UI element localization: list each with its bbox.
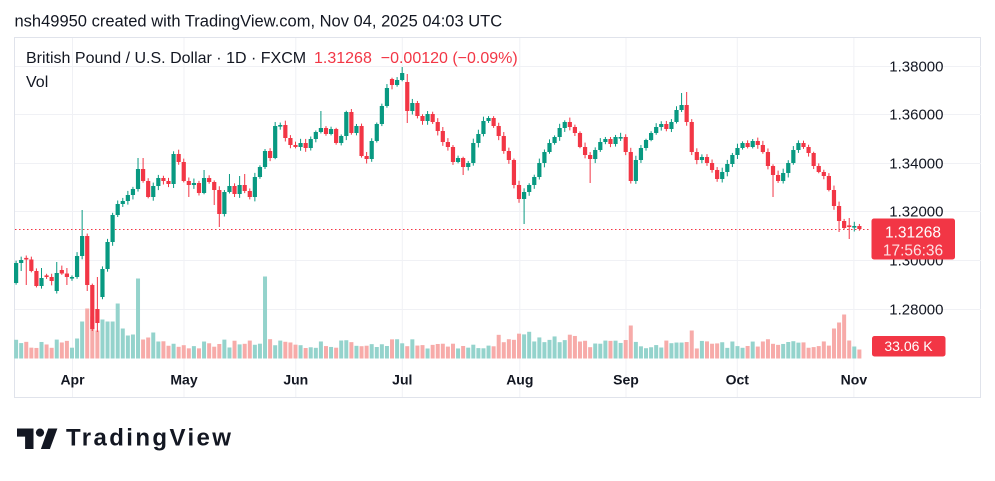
svg-text:Vol: Vol: [26, 74, 48, 91]
svg-text:1.32000: 1.32000: [889, 204, 943, 221]
svg-text:May: May: [170, 372, 197, 388]
svg-text:Aug: Aug: [506, 372, 533, 388]
svg-text:17:56:36: 17:56:36: [883, 243, 943, 260]
svg-text:Jun: Jun: [283, 372, 308, 388]
svg-text:British Pound / U.S. Dollar ·: British Pound / U.S. Dollar · 1D · FXCM: [26, 50, 306, 67]
svg-text:Oct: Oct: [726, 372, 750, 388]
svg-text:Jul: Jul: [392, 372, 412, 388]
svg-text:Sep: Sep: [613, 372, 639, 388]
svg-text:nsh49950 created with TradingV: nsh49950 created with TradingView.com, N…: [15, 13, 503, 31]
svg-text:Nov: Nov: [841, 372, 868, 388]
svg-text:1.38000: 1.38000: [889, 59, 943, 76]
svg-text:1.28000: 1.28000: [889, 302, 943, 319]
svg-text:1.31268 −0.00120 (−0.09%): 1.31268 −0.00120 (−0.09%): [314, 50, 518, 67]
svg-text:Apr: Apr: [60, 372, 85, 388]
svg-text:TradingView: TradingView: [66, 425, 233, 452]
svg-text:1.36000: 1.36000: [889, 107, 943, 124]
svg-text:33.06 K: 33.06 K: [884, 338, 933, 354]
svg-text:1.31268: 1.31268: [885, 225, 941, 242]
svg-text:1.34000: 1.34000: [889, 156, 943, 173]
